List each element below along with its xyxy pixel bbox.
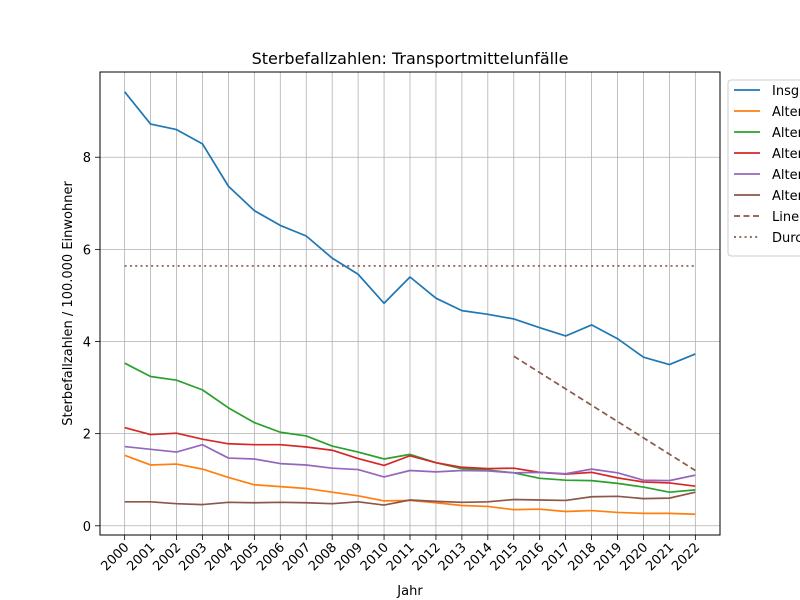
y-tick-label: 4: [83, 336, 91, 351]
legend-label-1: Alter: [772, 105, 800, 120]
series-line-3: [124, 426, 696, 488]
series-group: [123, 91, 696, 516]
series-line-2: [124, 362, 696, 494]
series-line-4: [124, 443, 696, 482]
grid: [100, 72, 720, 535]
legend-frame: [727, 79, 800, 257]
y-tick-label: 0: [83, 520, 91, 535]
legend-label-6: Line: [772, 210, 799, 225]
legend-label-0: Insg: [772, 84, 799, 99]
y-tick-label: 6: [83, 243, 91, 258]
x-axis-label: Jahr: [396, 584, 423, 599]
chart-title: Sterbefallzahlen: Transportmittelunfälle: [252, 49, 569, 68]
y-tick-label: 2: [83, 428, 91, 443]
legend-label-2: Alter: [772, 126, 800, 141]
series-line-0: [123, 91, 696, 366]
y-axis-label: Sterbefallzahlen / 100.000 Einwohner: [61, 181, 76, 426]
legend-label-7: Durc: [772, 231, 800, 246]
legend-label-3: Alter: [772, 147, 800, 162]
legend: Insg Alter Alter Alter Alter Alter Line Durc: [727, 79, 800, 257]
series-line-6: [513, 355, 696, 472]
legend-label-5: Alter: [772, 189, 800, 204]
legend-label-4: Alter: [772, 168, 800, 183]
series-line-5: [124, 491, 696, 506]
y-tick-label: 8: [83, 151, 91, 166]
